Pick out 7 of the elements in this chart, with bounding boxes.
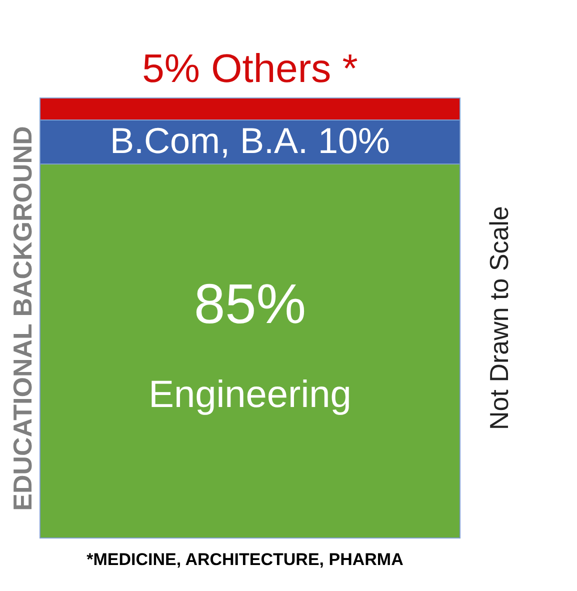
y-axis-title: EDUCATIONAL BACKGROUND — [8, 126, 38, 511]
series-label: Engineering — [148, 374, 352, 416]
data-label: 85% — [194, 272, 306, 335]
text: 5% Others * — [142, 47, 358, 91]
text: Not Drawn to Scale — [484, 206, 514, 430]
text: B.Com, B.A. 10% — [110, 120, 390, 161]
text: *MEDICINE, ARCHITECTURE, PHARMA — [86, 550, 404, 569]
